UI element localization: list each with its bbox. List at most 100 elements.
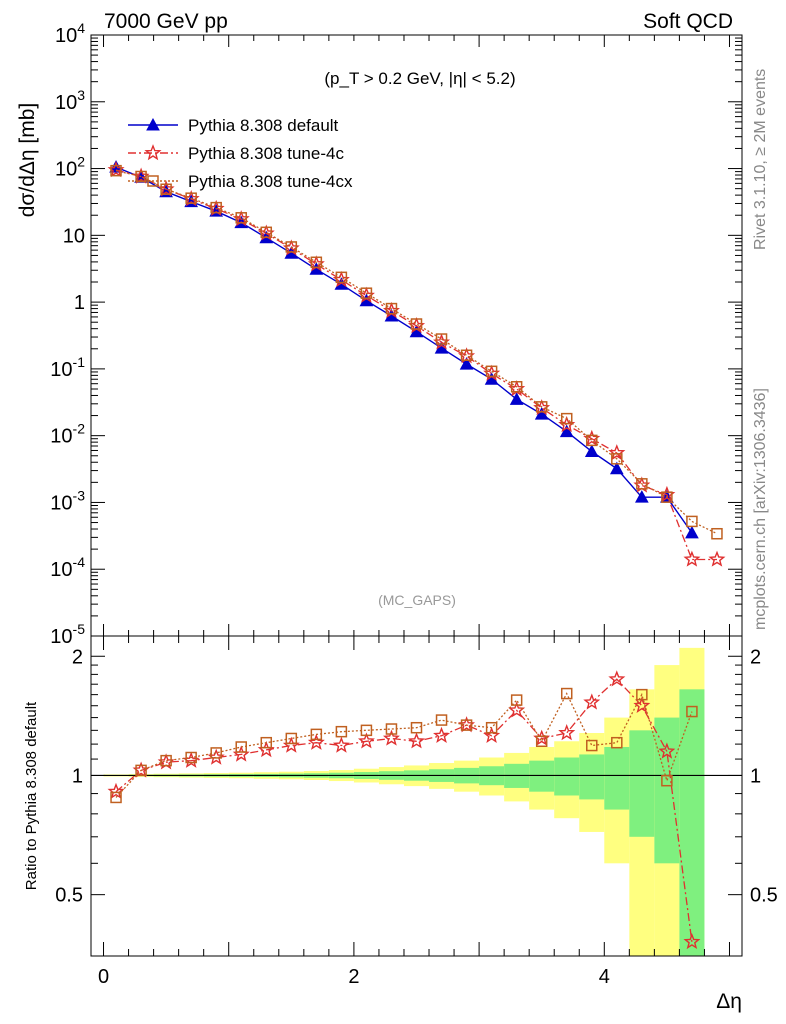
cut-annotation: (p_T > 0.2 GeV, |η| < 5.2) xyxy=(324,69,515,88)
data-point xyxy=(661,491,673,503)
ratio-series-1 xyxy=(110,687,698,804)
ratio-data-point xyxy=(435,714,448,726)
legend-marker xyxy=(146,117,160,131)
data-point xyxy=(335,271,348,284)
data-point xyxy=(584,444,599,457)
series-line xyxy=(115,166,693,534)
uncertainty-band-green xyxy=(679,689,705,956)
main-panel: 10-5 10-4 10-3 10-2 10-1 1 10 102 103 104 dσ/dΔη [… xyxy=(16,20,743,648)
ratio-data-point xyxy=(433,726,451,744)
data-point xyxy=(535,401,548,413)
header-left: 7000 GeV pp xyxy=(104,10,228,33)
data-point xyxy=(586,434,598,447)
ratio-series-line xyxy=(115,678,693,942)
ratio-data-point xyxy=(332,736,350,753)
y-tick-label: 10-2 xyxy=(50,421,85,448)
uncertainty-band-green xyxy=(654,717,680,864)
ratio-y-tick-label: 0.5 xyxy=(55,885,83,907)
ratio-data-point xyxy=(661,774,673,787)
data-point xyxy=(235,212,247,224)
x-tick-label: 4 xyxy=(599,966,610,988)
series-line xyxy=(115,170,718,535)
series-line xyxy=(115,169,717,561)
ratio-data-point xyxy=(658,742,676,759)
data-point xyxy=(109,160,123,173)
data-point xyxy=(185,192,197,204)
ratio-data-point xyxy=(310,728,323,741)
ratio-y-tick-label: 2 xyxy=(72,646,83,668)
ratio-data-point xyxy=(110,791,122,804)
legend-label: Pythia 8.308 tune-4c xyxy=(188,144,344,163)
data-point xyxy=(385,302,398,315)
ratio-data-point xyxy=(135,764,147,777)
data-point xyxy=(285,241,298,253)
ratio-y-tick-label: 1 xyxy=(750,765,761,787)
legend-marker xyxy=(144,144,162,161)
data-point xyxy=(608,444,626,461)
data-point xyxy=(509,392,524,405)
ratio-data-point xyxy=(611,736,623,749)
ratio-data-point xyxy=(360,724,373,737)
ratio-data-point xyxy=(636,688,648,701)
ratio-data-point xyxy=(335,725,348,738)
ratio-data-point xyxy=(485,721,498,734)
data-point xyxy=(611,453,623,465)
ratio-data-point xyxy=(633,696,651,714)
ratio-data-point xyxy=(683,932,701,950)
ratio-data-point xyxy=(410,721,423,734)
y-tick-label: 10-4 xyxy=(50,554,85,581)
ratio-data-point xyxy=(307,733,325,750)
y-tick-label: 102 xyxy=(55,154,85,181)
data-point xyxy=(708,550,726,567)
ratio-frame xyxy=(90,635,743,957)
ratio-data-point xyxy=(185,751,197,764)
x-tick-label: 2 xyxy=(348,966,359,988)
ratio-data-point xyxy=(357,732,375,749)
data-point xyxy=(683,550,701,567)
y-tick-label: 10-1 xyxy=(50,354,85,381)
uncertainty-band-green xyxy=(604,746,630,810)
y-tick-label: 10 xyxy=(63,225,85,247)
x-tick-label: 0 xyxy=(98,966,109,988)
ratio-data-point xyxy=(510,694,523,706)
ratio-data-point xyxy=(483,726,501,744)
data-point xyxy=(559,424,574,438)
x-axis-label: Δη xyxy=(716,990,742,1013)
analysis-label: (MC_GAPS) xyxy=(378,592,456,608)
y-tick-label: 10-3 xyxy=(50,487,85,514)
ratio-data-point xyxy=(535,735,548,748)
ratio-data-point xyxy=(583,693,601,710)
data-point xyxy=(210,201,222,214)
mcplots-label: mcplots.cern.ch [arXiv:1306.3436] xyxy=(752,388,769,630)
data-point xyxy=(560,412,573,425)
data-point xyxy=(459,357,474,370)
ratio-data-point xyxy=(460,719,473,731)
ratio-data-point xyxy=(608,670,626,687)
legend: Pythia 8.308 default Pythia 8.308 tune-4c… xyxy=(128,116,353,191)
data-point xyxy=(485,365,498,378)
ratio-data-point xyxy=(407,732,426,749)
y-tick-label: 104 xyxy=(55,20,85,47)
ratio-y-axis-label: Ratio to Pythia 8.308 default xyxy=(23,701,40,890)
data-point xyxy=(636,478,648,490)
ratio-data-point xyxy=(385,723,398,735)
uncertainty-band-green xyxy=(629,730,655,837)
legend-marker xyxy=(147,175,159,187)
ratio-data-point xyxy=(586,739,598,752)
data-point xyxy=(360,287,373,299)
data-point xyxy=(686,515,698,528)
ratio-data-point xyxy=(560,687,573,700)
data-point xyxy=(711,527,723,540)
ratio-data-point xyxy=(235,741,247,753)
uncertainty-band-green xyxy=(529,760,555,792)
ratio-data-point xyxy=(210,747,222,759)
data-point xyxy=(435,333,448,345)
data-point xyxy=(410,318,423,330)
series-1 xyxy=(107,161,726,567)
ratio-y-tick-label: 1 xyxy=(72,765,83,787)
y-tick-label: 1 xyxy=(74,292,85,314)
ratio-data-point xyxy=(558,724,576,741)
ratio-data-point xyxy=(285,732,298,745)
uncertainty-band-green xyxy=(579,754,605,800)
